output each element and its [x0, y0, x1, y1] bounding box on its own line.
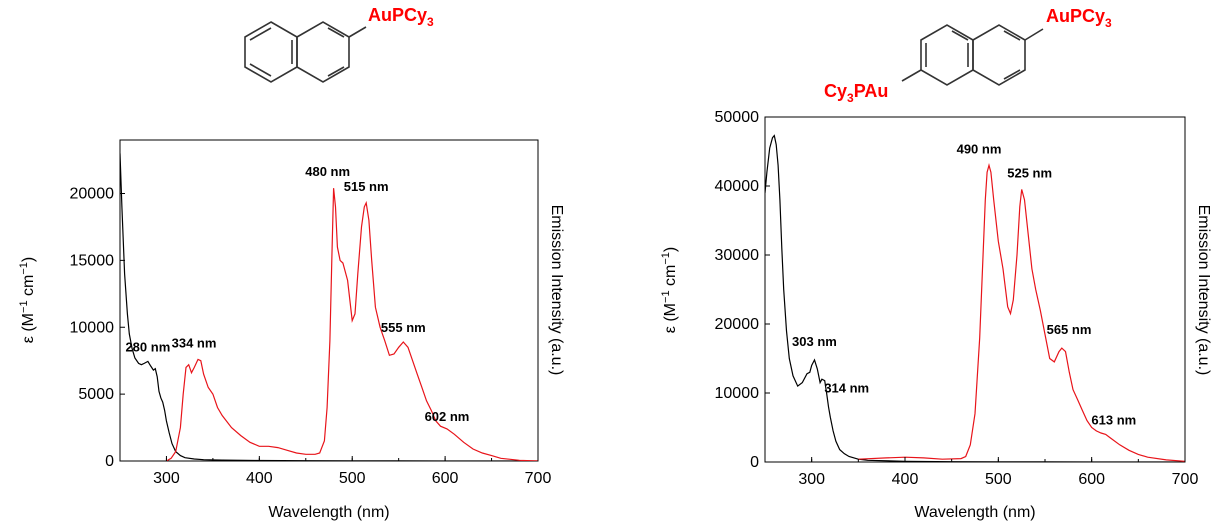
x-axis-label: Wavelength (nm): [268, 504, 389, 521]
plot-area: [765, 134, 1185, 462]
dinaphthyl-gold-structure: [901, 24, 1044, 86]
y-tick-label: 30000: [715, 247, 760, 264]
peak-annotations: 303 nm 314 nm 490 nm 525 nm 565 nm 613 nm: [792, 141, 1136, 427]
y-tick-label: 10000: [715, 385, 760, 402]
right-chart: AuPCy3 Cy3PAu 300 400 500 600 700 0 10000 2000…: [660, 6, 1212, 521]
y-tick-label: 20000: [715, 316, 760, 333]
y-tick-label: 10000: [70, 319, 115, 336]
x-tick-label: 700: [1172, 471, 1199, 488]
y-tick-label: 15000: [70, 252, 115, 269]
x-tick-label: 500: [985, 471, 1012, 488]
peak-label: 525 nm: [1007, 165, 1052, 180]
naphthyl-gold-structure: [244, 21, 367, 83]
peak-label: 303 nm: [792, 334, 837, 349]
peak-label: 480 nm: [305, 164, 350, 179]
peak-label: 490 nm: [957, 141, 1002, 156]
peak-label: 565 nm: [1047, 322, 1092, 337]
x-axis: 300 400 500 600 700: [119, 456, 552, 487]
peak-label: 555 nm: [381, 320, 426, 335]
structure-label: AuPCy3: [368, 5, 434, 29]
emission-line: [858, 163, 1185, 462]
x-axis-label: Wavelength (nm): [914, 504, 1035, 521]
x-tick-label: 600: [1078, 471, 1105, 488]
y-axis-label: ε (M−1 cm−1): [660, 247, 679, 333]
structure-label-right: AuPCy3: [1046, 6, 1112, 30]
peak-label: 280 nm: [125, 339, 170, 354]
x-tick-label: 300: [798, 471, 825, 488]
x-tick-label: 400: [246, 470, 273, 487]
y-axis: 0 5000 10000 15000 20000: [70, 186, 125, 470]
plot-area: [120, 153, 538, 461]
x-tick-label: 400: [892, 471, 919, 488]
y-tick-label: 0: [750, 454, 759, 471]
absorption-line: [765, 134, 1185, 462]
peak-label: 515 nm: [344, 179, 389, 194]
peak-label: 334 nm: [172, 335, 217, 350]
x-tick-label: 500: [339, 470, 366, 487]
x-tick-label: 700: [525, 470, 552, 487]
left-chart: AuPCy3 300 400 500 600 700 0 5000 10000 15000 20…: [18, 5, 565, 521]
y-tick-label: 5000: [78, 386, 114, 403]
y-tick-label: 50000: [715, 109, 760, 126]
y-tick-label: 40000: [715, 178, 760, 195]
structure-label-left: Cy3PAu: [824, 81, 888, 105]
x-tick-label: 600: [432, 470, 459, 487]
peak-label: 613 nm: [1091, 412, 1136, 427]
plot-frame: [119, 139, 539, 462]
y2-axis-label: Emission Intensity (a.u.): [1195, 205, 1212, 376]
y-tick-label: 0: [105, 453, 114, 470]
x-axis: 300 400 500 600 700: [764, 457, 1199, 488]
peak-label: 314 nm: [824, 381, 869, 396]
absorption-line: [120, 153, 538, 461]
peak-label: 602 nm: [425, 409, 470, 424]
y-axis-label: ε (M−1 cm−1): [18, 257, 37, 343]
y2-axis-label: Emission Intensity (a.u.): [548, 205, 565, 376]
emission-line: [166, 188, 538, 461]
y-axis: 0 10000 20000 30000 40000 50000: [715, 109, 770, 471]
x-tick-label: 300: [153, 470, 180, 487]
y-tick-label: 20000: [70, 186, 115, 203]
